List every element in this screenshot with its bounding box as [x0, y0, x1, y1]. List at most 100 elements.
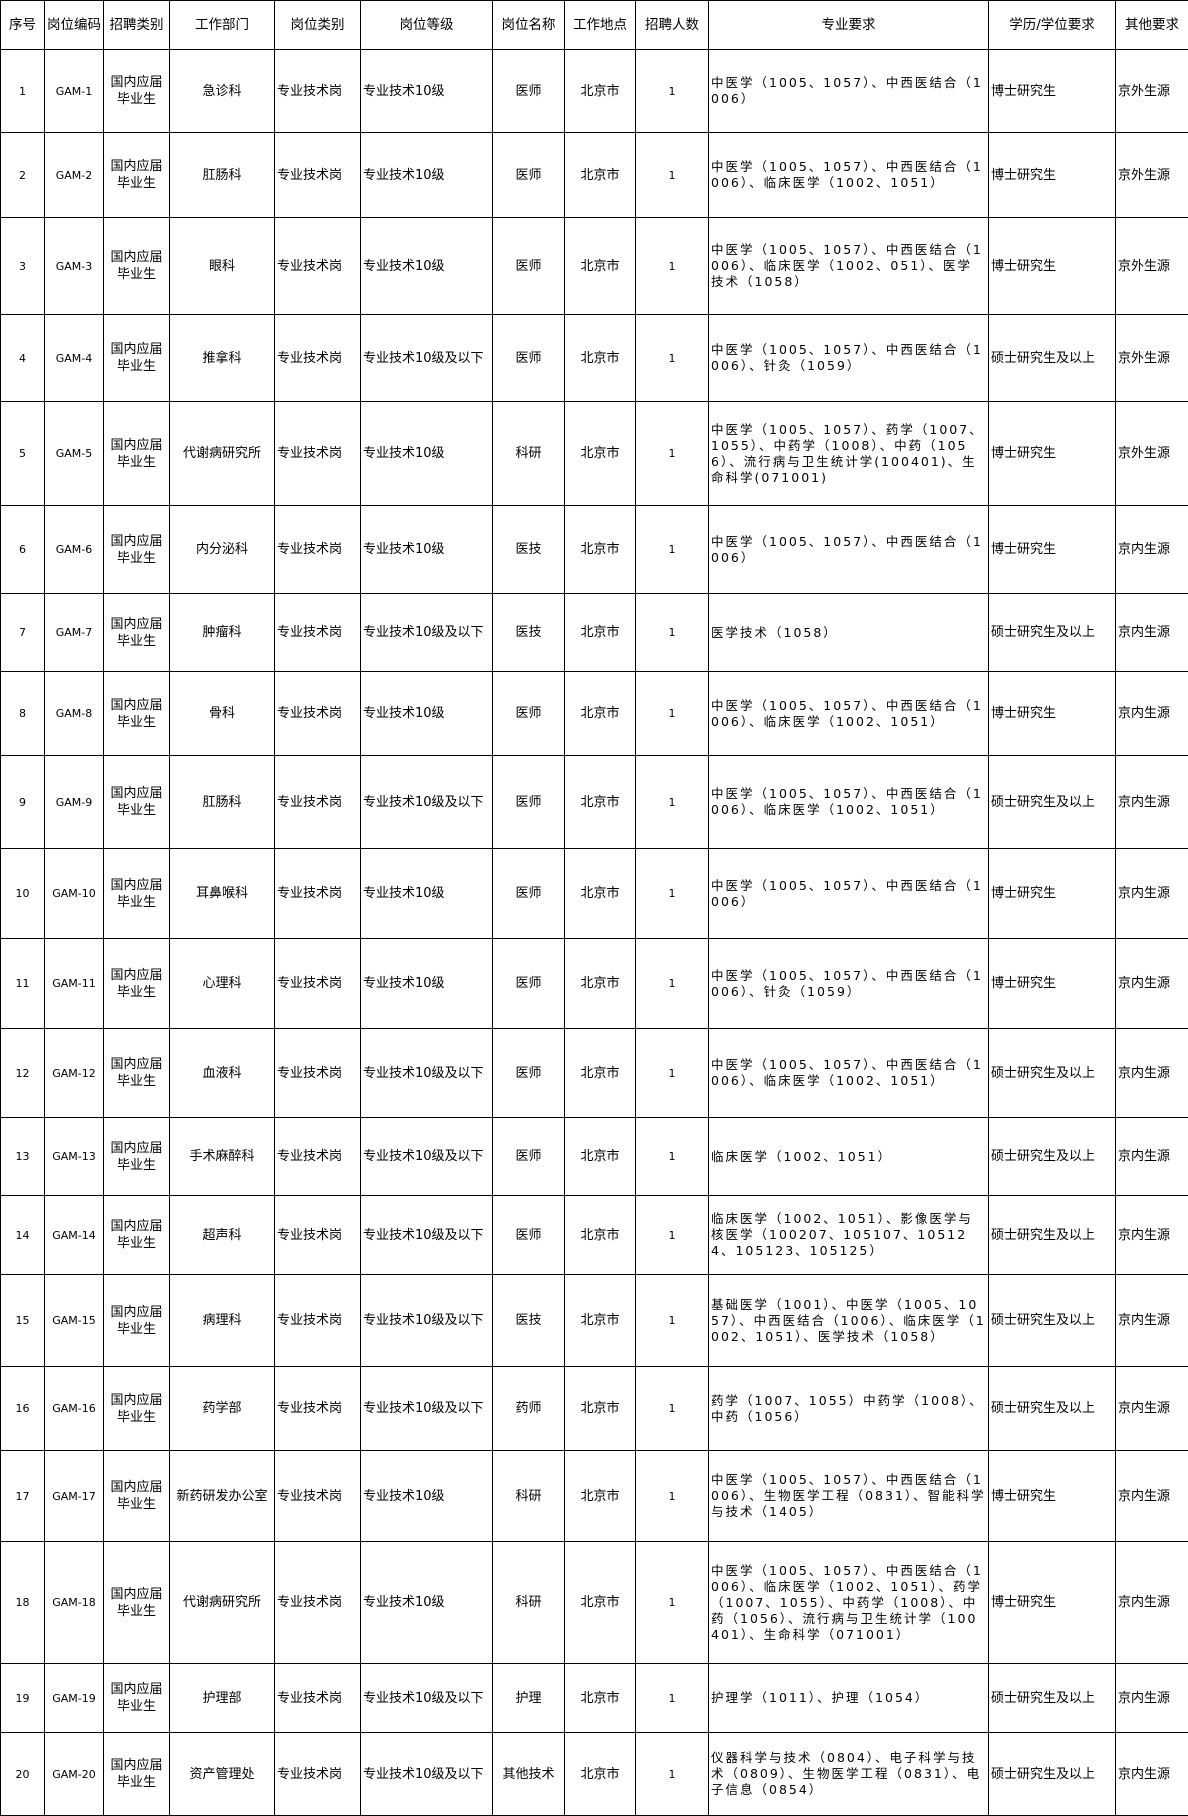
cell-seq: 14 [1, 1196, 45, 1275]
cell-post-level: 专业技术10级 [361, 1451, 493, 1542]
cell-degree: 博士研究生 [989, 939, 1116, 1029]
cell-code: GAM-20 [45, 1733, 104, 1816]
cell-degree: 博士研究生 [989, 133, 1116, 218]
cell-seq: 7 [1, 594, 45, 672]
cell-post-level: 专业技术10级及以下 [361, 1029, 493, 1118]
cell-location: 北京市 [565, 1367, 636, 1451]
cell-major: 护理学（1011）、护理（1054） [709, 1664, 989, 1733]
cell-post-level: 专业技术10级 [361, 849, 493, 939]
cell-category: 国内应届毕业生 [104, 1029, 170, 1118]
cell-seq: 15 [1, 1275, 45, 1367]
cell-headcount: 1 [636, 1367, 709, 1451]
cell-headcount: 1 [636, 133, 709, 218]
cell-post-level: 专业技术10级 [361, 939, 493, 1029]
cell-post-type: 专业技术岗 [275, 1542, 361, 1664]
cell-post-level: 专业技术10级 [361, 506, 493, 594]
header-headcount: 招聘人数 [636, 1, 709, 50]
cell-major: 临床医学（1002、1051）、影像医学与核医学（100207、105107、1… [709, 1196, 989, 1275]
cell-code: GAM-3 [45, 218, 104, 315]
cell-category: 国内应届毕业生 [104, 1733, 170, 1816]
cell-code: GAM-17 [45, 1451, 104, 1542]
cell-other: 京内生源 [1116, 1451, 1188, 1542]
cell-degree: 硕士研究生及以上 [989, 1118, 1116, 1196]
cell-major: 中医学（1005、1057）、中西医结合（1006）、临床医学（1002、105… [709, 1029, 989, 1118]
cell-location: 北京市 [565, 1275, 636, 1367]
cell-other: 京内生源 [1116, 672, 1188, 756]
cell-code: GAM-1 [45, 50, 104, 133]
cell-major: 仪器科学与技术（0804）、电子科学与技术（0809）、生物医学工程（0831）… [709, 1733, 989, 1816]
cell-post-type: 专业技术岗 [275, 1451, 361, 1542]
cell-post-name: 医师 [493, 315, 565, 402]
cell-location: 北京市 [565, 594, 636, 672]
cell-degree: 博士研究生 [989, 672, 1116, 756]
cell-major: 基础医学（1001）、中医学（1005、1057）、中西医结合（1006）、临床… [709, 1275, 989, 1367]
cell-post-name: 医师 [493, 672, 565, 756]
cell-category: 国内应届毕业生 [104, 1275, 170, 1367]
cell-other: 京内生源 [1116, 594, 1188, 672]
cell-other: 京内生源 [1116, 1118, 1188, 1196]
cell-major: 中医学（1005、1057）、中西医结合（1006）、临床医学（1002、105… [709, 756, 989, 849]
cell-post-level: 专业技术10级 [361, 133, 493, 218]
cell-location: 北京市 [565, 50, 636, 133]
cell-category: 国内应届毕业生 [104, 315, 170, 402]
cell-degree: 硕士研究生及以上 [989, 1196, 1116, 1275]
cell-post-name: 医师 [493, 133, 565, 218]
cell-post-type: 专业技术岗 [275, 1029, 361, 1118]
cell-location: 北京市 [565, 133, 636, 218]
cell-location: 北京市 [565, 1542, 636, 1664]
cell-other: 京外生源 [1116, 133, 1188, 218]
cell-seq: 18 [1, 1542, 45, 1664]
cell-post-type: 专业技术岗 [275, 1118, 361, 1196]
cell-major: 中医学（1005、1057）、中西医结合（1006）、针灸（1059） [709, 315, 989, 402]
cell-post-name: 医师 [493, 1029, 565, 1118]
cell-location: 北京市 [565, 402, 636, 506]
cell-seq: 9 [1, 756, 45, 849]
cell-post-type: 专业技术岗 [275, 756, 361, 849]
cell-department: 手术麻醉科 [170, 1118, 275, 1196]
cell-post-type: 专业技术岗 [275, 402, 361, 506]
cell-post-type: 专业技术岗 [275, 939, 361, 1029]
cell-category: 国内应届毕业生 [104, 1451, 170, 1542]
header-code: 岗位编码 [45, 1, 104, 50]
cell-seq: 12 [1, 1029, 45, 1118]
cell-seq: 3 [1, 218, 45, 315]
cell-degree: 硕士研究生及以上 [989, 756, 1116, 849]
cell-other: 京外生源 [1116, 402, 1188, 506]
cell-degree: 博士研究生 [989, 506, 1116, 594]
cell-major: 中医学（1005、1057）、中西医结合（1006） [709, 506, 989, 594]
cell-other: 京内生源 [1116, 1275, 1188, 1367]
cell-post-level: 专业技术10级及以下 [361, 1664, 493, 1733]
cell-code: GAM-12 [45, 1029, 104, 1118]
cell-seq: 11 [1, 939, 45, 1029]
cell-category: 国内应届毕业生 [104, 756, 170, 849]
cell-headcount: 1 [636, 1451, 709, 1542]
cell-location: 北京市 [565, 672, 636, 756]
cell-headcount: 1 [636, 939, 709, 1029]
cell-post-name: 医师 [493, 50, 565, 133]
cell-major: 药学（1007、1055）中药学（1008）、中药（1056） [709, 1367, 989, 1451]
cell-department: 代谢病研究所 [170, 1542, 275, 1664]
cell-post-type: 专业技术岗 [275, 1367, 361, 1451]
cell-major: 中医学（1005、1057）、中西医结合（1006）、临床医学（1002、051… [709, 218, 989, 315]
cell-headcount: 1 [636, 1542, 709, 1664]
cell-seq: 5 [1, 402, 45, 506]
cell-department: 代谢病研究所 [170, 402, 275, 506]
cell-headcount: 1 [636, 1275, 709, 1367]
cell-department: 心理科 [170, 939, 275, 1029]
cell-post-type: 专业技术岗 [275, 506, 361, 594]
header-post-type: 岗位类别 [275, 1, 361, 50]
cell-department: 内分泌科 [170, 506, 275, 594]
cell-post-name: 护理 [493, 1664, 565, 1733]
cell-post-name: 科研 [493, 1451, 565, 1542]
cell-major: 中医学（1005、1057）、中西医结合（1006）、生物医学工程（0831）、… [709, 1451, 989, 1542]
cell-headcount: 1 [636, 1196, 709, 1275]
